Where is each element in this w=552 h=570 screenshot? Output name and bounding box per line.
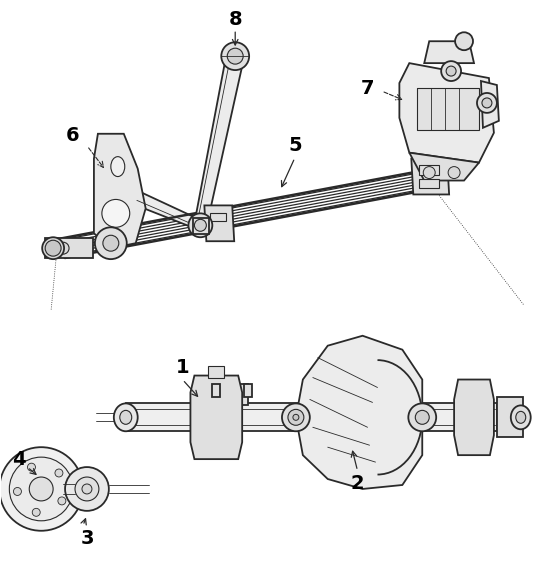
FancyBboxPatch shape — [213, 384, 220, 397]
Polygon shape — [94, 134, 146, 248]
Circle shape — [188, 213, 213, 237]
Circle shape — [0, 447, 83, 531]
Text: 8: 8 — [229, 10, 242, 29]
Circle shape — [221, 42, 249, 70]
Polygon shape — [400, 63, 494, 162]
Circle shape — [75, 477, 99, 501]
Circle shape — [45, 240, 61, 256]
Circle shape — [57, 242, 69, 254]
Polygon shape — [194, 54, 244, 226]
Polygon shape — [190, 376, 242, 459]
Circle shape — [482, 98, 492, 108]
FancyBboxPatch shape — [193, 218, 209, 234]
Polygon shape — [135, 192, 202, 230]
Circle shape — [448, 166, 460, 178]
Text: 6: 6 — [66, 126, 80, 145]
Ellipse shape — [415, 410, 429, 424]
Ellipse shape — [516, 412, 526, 424]
FancyBboxPatch shape — [420, 178, 439, 189]
Polygon shape — [481, 81, 499, 128]
Polygon shape — [424, 41, 474, 63]
Polygon shape — [296, 336, 422, 489]
Circle shape — [28, 463, 35, 471]
Ellipse shape — [42, 237, 64, 259]
Circle shape — [477, 93, 497, 113]
Circle shape — [32, 508, 40, 516]
Circle shape — [58, 497, 66, 505]
Circle shape — [65, 467, 109, 511]
Text: 1: 1 — [176, 358, 189, 377]
Text: 5: 5 — [288, 136, 302, 155]
Polygon shape — [411, 158, 449, 194]
Ellipse shape — [111, 157, 125, 177]
Polygon shape — [497, 397, 523, 437]
Circle shape — [455, 32, 473, 50]
Circle shape — [55, 469, 63, 477]
Text: 3: 3 — [80, 529, 94, 548]
FancyBboxPatch shape — [420, 165, 439, 174]
Ellipse shape — [408, 404, 436, 431]
Circle shape — [103, 235, 119, 251]
Ellipse shape — [52, 239, 74, 257]
Ellipse shape — [511, 405, 530, 429]
FancyBboxPatch shape — [417, 88, 479, 130]
Circle shape — [95, 227, 127, 259]
Circle shape — [227, 48, 243, 64]
Circle shape — [9, 457, 73, 521]
Ellipse shape — [120, 410, 132, 424]
Text: 7: 7 — [361, 79, 374, 99]
FancyBboxPatch shape — [208, 365, 224, 377]
FancyBboxPatch shape — [244, 384, 252, 397]
FancyBboxPatch shape — [210, 213, 226, 221]
Polygon shape — [204, 205, 234, 241]
Text: 4: 4 — [13, 450, 26, 469]
Circle shape — [441, 61, 461, 81]
Circle shape — [29, 477, 53, 501]
Circle shape — [194, 219, 206, 231]
Circle shape — [102, 200, 130, 227]
Circle shape — [13, 487, 22, 495]
Circle shape — [82, 484, 92, 494]
Text: 2: 2 — [351, 474, 364, 494]
Circle shape — [423, 166, 435, 178]
Polygon shape — [415, 404, 497, 431]
Polygon shape — [410, 153, 479, 181]
Ellipse shape — [282, 404, 310, 431]
Ellipse shape — [293, 414, 299, 420]
FancyBboxPatch shape — [216, 384, 248, 405]
Polygon shape — [45, 238, 93, 258]
Polygon shape — [126, 404, 298, 431]
Polygon shape — [454, 380, 494, 455]
Ellipse shape — [114, 404, 137, 431]
Ellipse shape — [288, 409, 304, 425]
Circle shape — [446, 66, 456, 76]
